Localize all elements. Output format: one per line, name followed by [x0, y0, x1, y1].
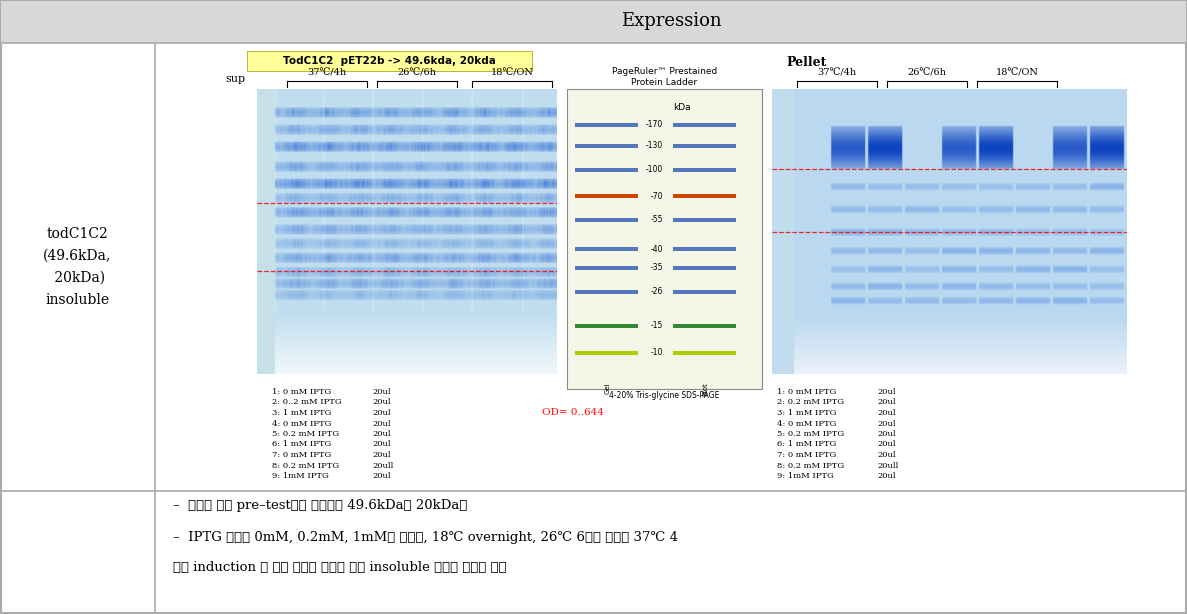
Text: 1: 0 mM IPTG: 1: 0 mM IPTG [777, 388, 837, 396]
Text: 5: 0.2 mM IPTG: 5: 0.2 mM IPTG [272, 430, 339, 438]
Bar [673, 290, 736, 293]
Text: –  IPTG 농도를 0mM, 0.2mM, 1mM로 하였고, 18℃ overnight, 26℃ 6시간 그리고 37℃ 4: – IPTG 농도를 0mM, 0.2mM, 1mM로 하였고, 18℃ ove… [173, 531, 678, 544]
Text: 3: 1 mM IPTG: 3: 1 mM IPTG [272, 409, 331, 417]
Bar [575, 290, 637, 293]
Bar [575, 247, 637, 251]
Text: -35: -35 [650, 263, 662, 272]
Text: 20ul: 20ul [877, 451, 896, 459]
Bar [1, 1, 1186, 43]
Text: -10: -10 [650, 348, 662, 357]
Bar [673, 144, 736, 148]
Text: 37℃/4h: 37℃/4h [818, 69, 857, 77]
Text: -55: -55 [650, 216, 662, 225]
Text: -15: -15 [650, 322, 662, 330]
Text: todC1C2
(49.6kDa,
 20kDa)
insoluble: todC1C2 (49.6kDa, 20kDa) insoluble [44, 227, 112, 306]
Text: 18℃/ON: 18℃/ON [490, 69, 533, 77]
Text: 시간 induction 후 발현 패턴을 비교한 결과 insoluble 형태로 발현이 확인: 시간 induction 후 발현 패턴을 비교한 결과 insoluble 형… [173, 561, 507, 574]
Bar [673, 266, 736, 270]
Bar [575, 266, 637, 270]
Text: 4-20% Tris-glycine SDS-PAGE: 4-20% Tris-glycine SDS-PAGE [609, 391, 719, 400]
Text: 8: 0.2 mM IPTG: 8: 0.2 mM IPTG [777, 462, 844, 470]
Text: 20ul: 20ul [372, 398, 391, 406]
Text: 7: 0 mM IPTG: 7: 0 mM IPTG [777, 451, 837, 459]
Text: 20ull: 20ull [877, 462, 899, 470]
Text: 37℃/4h: 37℃/4h [307, 69, 347, 77]
Text: sup: sup [226, 74, 245, 84]
Bar [575, 218, 637, 222]
Text: 6: 1 mM IPTG: 6: 1 mM IPTG [272, 440, 331, 448]
Text: 4: 0 mM IPTG: 4: 0 mM IPTG [272, 419, 331, 427]
Text: 9: 1mM IPTG: 9: 1mM IPTG [777, 472, 833, 480]
Text: -70: -70 [650, 192, 662, 201]
Text: Blot: Blot [703, 382, 709, 396]
Bar [575, 144, 637, 148]
Text: Pellet: Pellet [787, 56, 827, 69]
Text: 20ul: 20ul [877, 398, 896, 406]
Text: –  단백질 발현 pre–test결과 단백질은 49.6kDa과 20kDa임: – 단백질 발현 pre–test결과 단백질은 49.6kDa과 20kDa임 [173, 499, 468, 512]
Bar [575, 194, 637, 198]
Bar [673, 123, 736, 126]
Bar [575, 123, 637, 126]
Bar [575, 168, 637, 172]
Text: -40: -40 [650, 244, 662, 254]
Text: PageRuler™ Prestained
Protein Ladder: PageRuler™ Prestained Protein Ladder [611, 67, 717, 87]
Text: TodC1C2  pET22b -> 49.6kda, 20kda: TodC1C2 pET22b -> 49.6kda, 20kda [283, 56, 496, 66]
Bar [673, 218, 736, 222]
Bar [673, 324, 736, 328]
Text: 20ul: 20ul [877, 430, 896, 438]
Bar [575, 351, 637, 354]
Text: -170: -170 [646, 120, 662, 129]
Text: 4: 0 mM IPTG: 4: 0 mM IPTG [777, 419, 837, 427]
Text: 20ul: 20ul [877, 388, 896, 396]
Text: 2: 0.2 mM IPTG: 2: 0.2 mM IPTG [777, 398, 844, 406]
Text: 18℃/ON: 18℃/ON [996, 69, 1039, 77]
Text: 7: 0 mM IPTG: 7: 0 mM IPTG [272, 451, 331, 459]
Text: 20ul: 20ul [372, 440, 391, 448]
Bar [567, 89, 762, 389]
Text: 20ul: 20ul [372, 451, 391, 459]
Text: kDa: kDa [673, 103, 691, 112]
Bar [247, 51, 532, 71]
Text: 8: 0.2 mM IPTG: 8: 0.2 mM IPTG [272, 462, 339, 470]
Text: 20ul: 20ul [372, 472, 391, 480]
Text: OD= 0..644: OD= 0..644 [542, 408, 604, 417]
Text: 20ul: 20ul [372, 388, 391, 396]
Bar [673, 247, 736, 251]
Bar [575, 324, 637, 328]
Bar [673, 168, 736, 172]
Bar [673, 351, 736, 354]
Text: -26: -26 [650, 287, 662, 296]
Text: 20ul: 20ul [877, 472, 896, 480]
Text: 5: 0.2 mM IPTG: 5: 0.2 mM IPTG [777, 430, 844, 438]
Text: 26℃/6h: 26℃/6h [908, 69, 946, 77]
Text: -100: -100 [646, 165, 662, 174]
Text: 20ul: 20ul [372, 430, 391, 438]
Text: 26℃/6h: 26℃/6h [398, 69, 437, 77]
Text: 20ull: 20ull [372, 462, 393, 470]
Text: 1: 0 mM IPTG: 1: 0 mM IPTG [272, 388, 331, 396]
Text: Expression: Expression [621, 12, 722, 31]
Text: 3: 1 mM IPTG: 3: 1 mM IPTG [777, 409, 837, 417]
Bar [673, 194, 736, 198]
Text: 20ul: 20ul [877, 409, 896, 417]
Text: 20ul: 20ul [877, 440, 896, 448]
Text: 20ul: 20ul [877, 419, 896, 427]
Text: Gel: Gel [604, 382, 610, 394]
Text: 20ul: 20ul [372, 419, 391, 427]
Text: 6: 1 mM IPTG: 6: 1 mM IPTG [777, 440, 837, 448]
Text: 2: 0..2 mM IPTG: 2: 0..2 mM IPTG [272, 398, 342, 406]
Text: 20ul: 20ul [372, 409, 391, 417]
Text: -130: -130 [646, 141, 662, 150]
Text: 9: 1mM IPTG: 9: 1mM IPTG [272, 472, 329, 480]
